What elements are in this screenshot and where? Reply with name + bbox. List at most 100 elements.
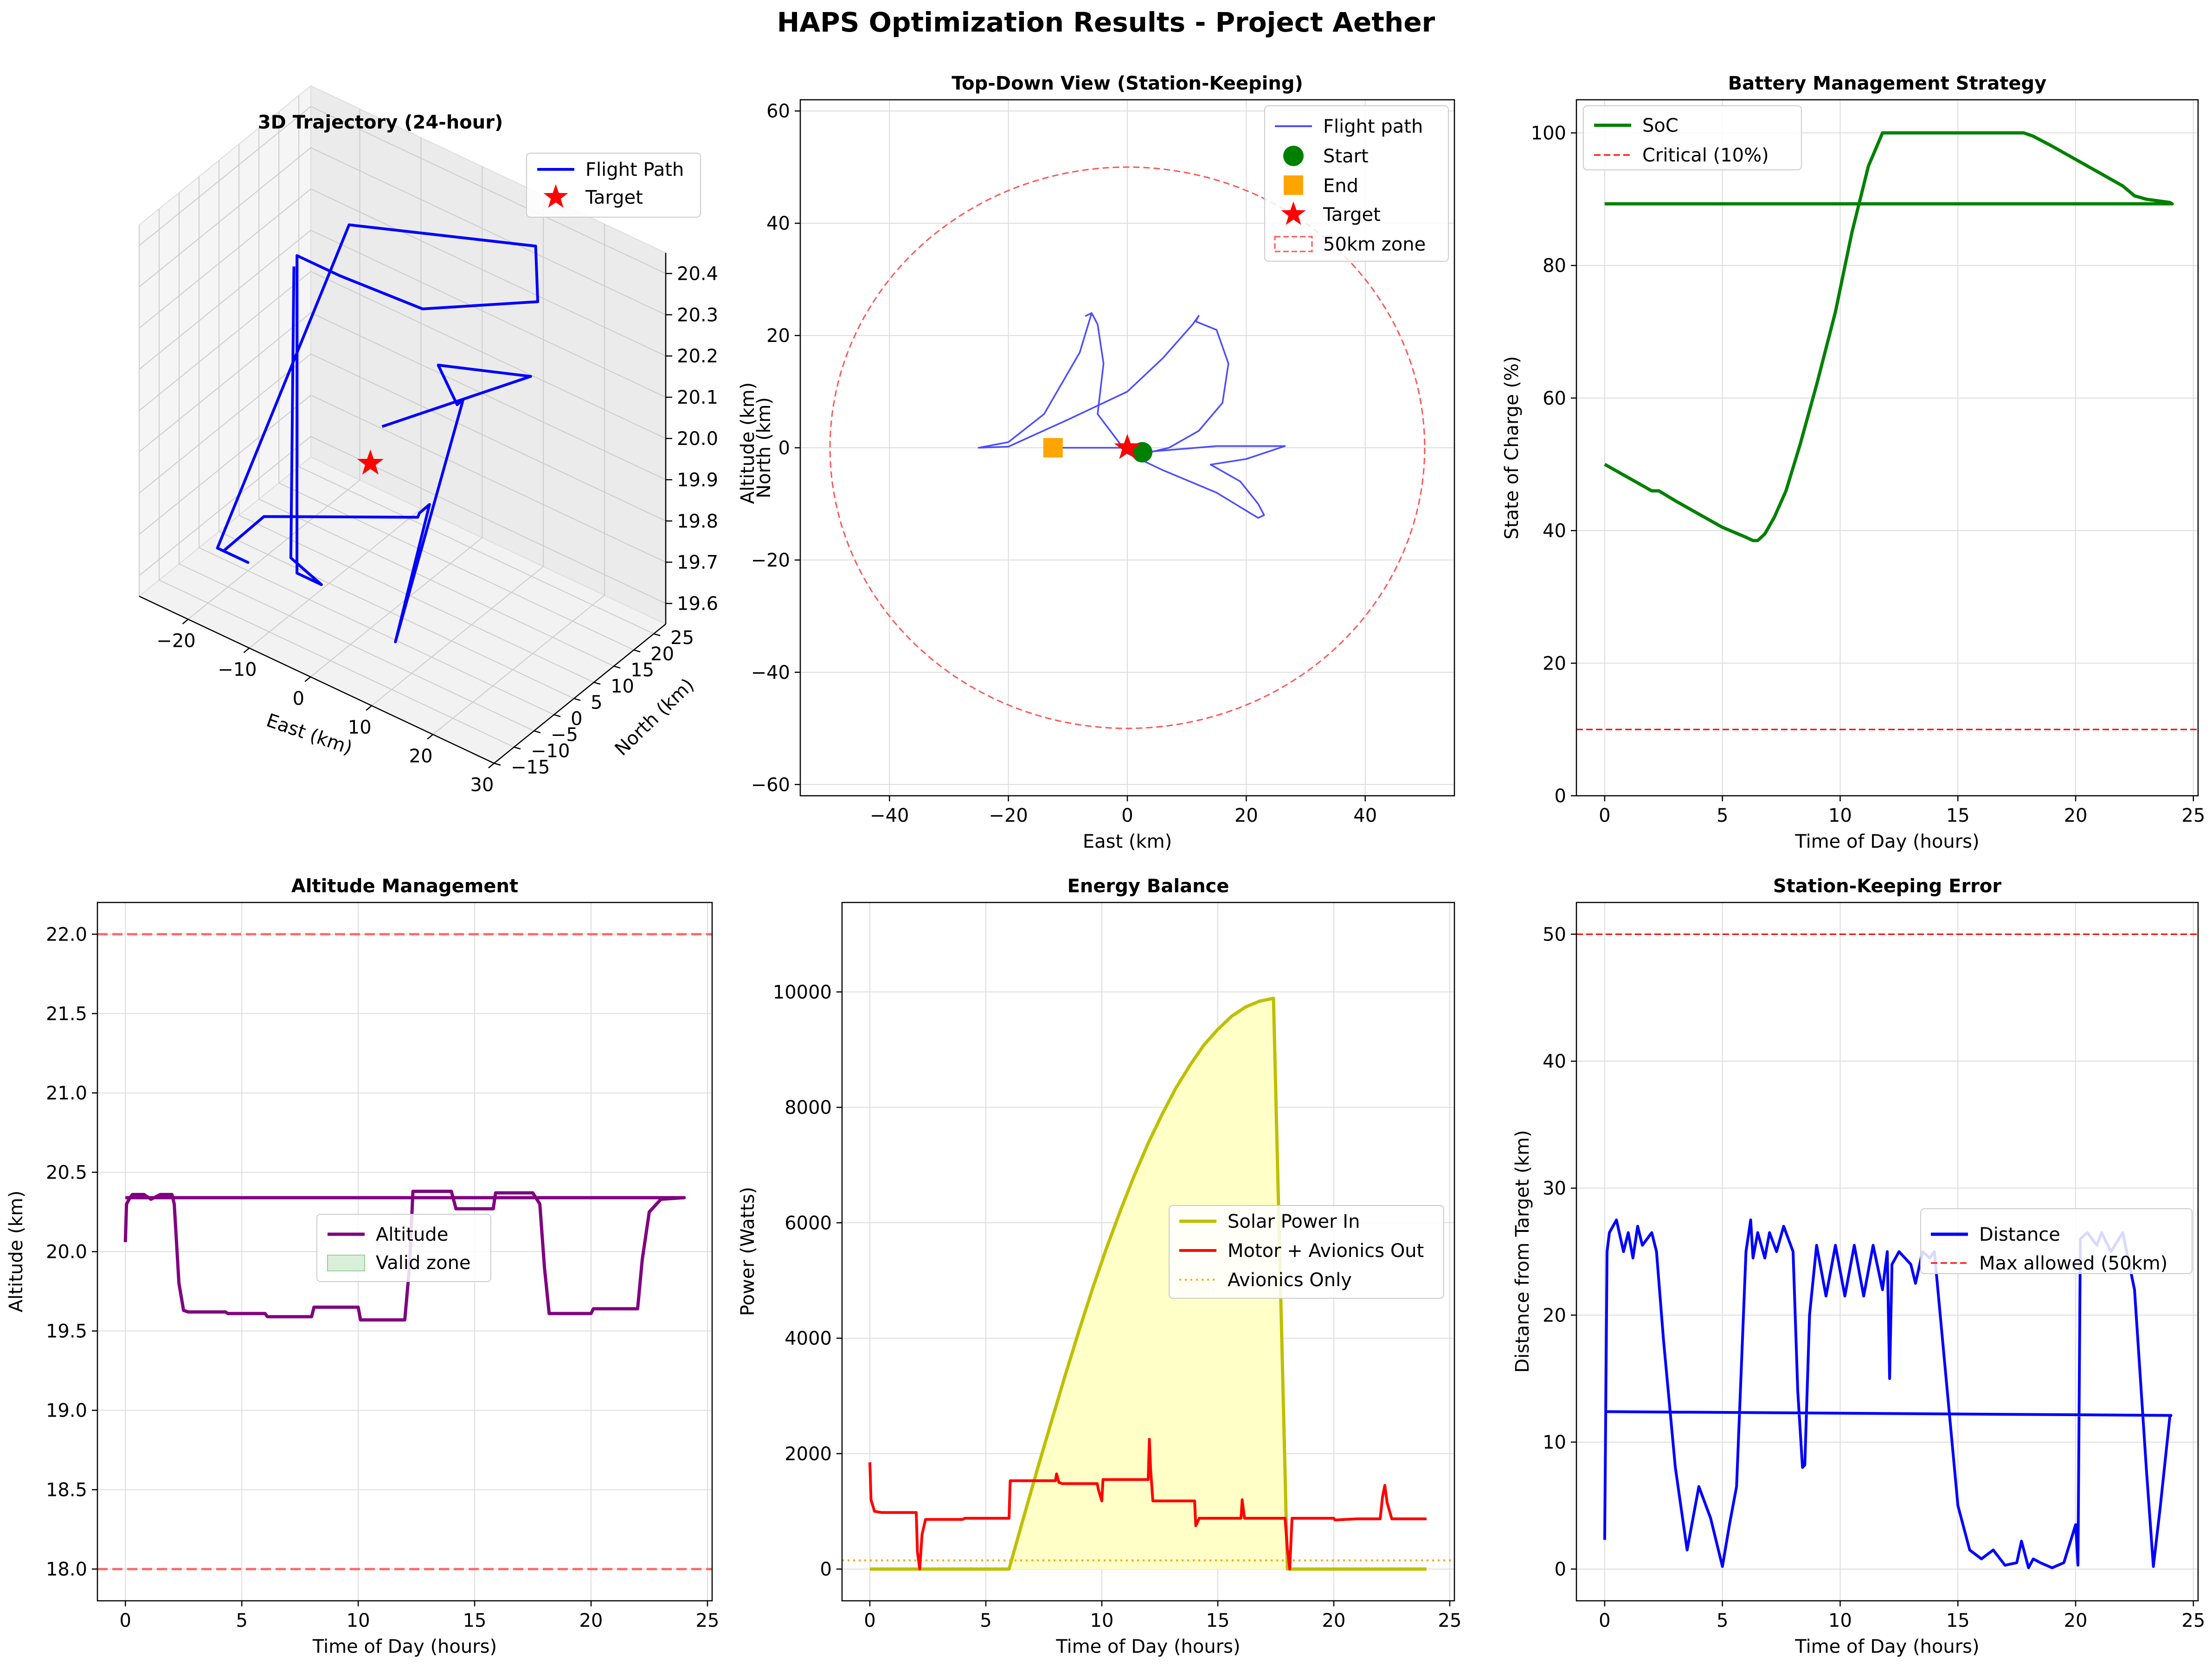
- x-tick-label: 25: [1438, 1610, 1462, 1631]
- y-tick-label: 30: [1543, 1178, 1566, 1199]
- x-tick-label: 5: [980, 1610, 991, 1631]
- y-tick-label: 5: [591, 692, 602, 713]
- y-tick-label: 6000: [784, 1212, 832, 1234]
- x-tick-label: 10: [1828, 1610, 1852, 1631]
- z-tick-label: 19.6: [677, 593, 718, 615]
- distance-line: [1603, 1218, 2173, 1569]
- figure-title: HAPS Optimization Results - Project Aeth…: [777, 6, 1435, 38]
- x-axis-label: East (km): [1083, 831, 1172, 852]
- legend-soc-label: SoC: [1642, 115, 1678, 136]
- y-tick-label: 2000: [784, 1443, 832, 1465]
- grid-line-x: [371, 195, 544, 706]
- z-tick-label: 19.8: [677, 511, 718, 532]
- grid-line-x: [432, 224, 605, 735]
- y-tick-label: 19.0: [46, 1400, 87, 1422]
- x-tick-label: 20: [409, 746, 433, 767]
- x-axis-label: Time of Day (hours): [1794, 831, 1979, 852]
- grid-line-z: [139, 312, 666, 480]
- x-tick-label: −20: [989, 805, 1028, 826]
- x-axis-label: Time of Day (hours): [1055, 1636, 1240, 1657]
- y-tick: [573, 698, 581, 701]
- grid-line-x: [187, 109, 360, 620]
- grid-line-z: [139, 106, 666, 274]
- panel-battery: 0 5 10 15 20 25 0 20 40 60 80 100 Battery Management…: [1501, 73, 2205, 852]
- y-axis-label: North (km): [753, 397, 775, 498]
- x-axis-line: [139, 595, 495, 764]
- soc-line: [1604, 131, 2174, 542]
- axes-frame: [841, 902, 1455, 1602]
- legend-box: [1920, 1208, 2193, 1274]
- grid-line-x: [249, 137, 422, 649]
- grid-line-z: [139, 147, 666, 316]
- grid-line-y: [179, 193, 534, 732]
- grid-line-y: [238, 144, 594, 683]
- x-tick-label: 15: [1206, 1610, 1230, 1631]
- chart-title: Energy Balance: [1067, 876, 1229, 897]
- y-tick-label: 100: [1531, 122, 1566, 144]
- x-tick: [243, 647, 250, 653]
- grid-line-z: [139, 271, 666, 439]
- x-tick: [182, 619, 189, 625]
- motor-line: [868, 1437, 1427, 1571]
- grid-line-z: [139, 229, 666, 398]
- y-tick-label: 21.0: [46, 1083, 87, 1104]
- y-tick-label: 50: [1543, 924, 1566, 945]
- legend-motor-label: Motor + Avionics Out: [1228, 1240, 1424, 1262]
- x-axis-label: Time of Day (hours): [1794, 1636, 1979, 1657]
- y-tick-label: −20: [751, 550, 790, 571]
- x-tick-label: 15: [463, 1610, 487, 1631]
- y-tick-label: −40: [751, 662, 790, 683]
- x-tick-label: 0: [293, 688, 304, 709]
- zone-circle: [829, 166, 1426, 729]
- x-tick-label: 15: [1946, 805, 1970, 826]
- y-tick-label: 20: [766, 325, 790, 347]
- y-tick-label: 60: [766, 101, 790, 122]
- chart-title: Battery Management Strategy: [1728, 73, 2047, 94]
- x-tick: [304, 676, 311, 682]
- axes-frame: [1575, 902, 2199, 1602]
- solar-area: [870, 998, 1427, 1569]
- grid-line-z: [139, 353, 666, 522]
- axes-frame: [96, 902, 713, 1602]
- y-tick-label: 18.0: [46, 1559, 87, 1580]
- z-tick-label: 19.7: [677, 552, 718, 574]
- chart-title: Altitude Management: [291, 876, 518, 897]
- plot-area: [842, 997, 1454, 1571]
- x-tick-label: 10: [348, 717, 372, 738]
- x-axis-label: Time of Day (hours): [312, 1636, 497, 1657]
- legend-end-swatch: [1284, 175, 1303, 195]
- z-tick-label: 19.9: [677, 470, 718, 491]
- legend-start-label: Start: [1323, 146, 1369, 167]
- y-tick-label: −60: [751, 774, 790, 796]
- legend-altitude-label: Altitude: [376, 1224, 448, 1245]
- x-tick-label: 10: [1090, 1610, 1114, 1631]
- x-tick-label: 40: [1353, 805, 1377, 826]
- y-tick-label: 8000: [784, 1097, 832, 1119]
- grid-line-z: [139, 394, 666, 563]
- y-tick-label: 20.5: [46, 1162, 87, 1183]
- y-tick-label: 15: [630, 660, 654, 681]
- y-tick: [534, 730, 541, 734]
- legend-end-label: End: [1323, 175, 1358, 197]
- legend-box: [1169, 1205, 1444, 1299]
- y-tick: [613, 665, 621, 669]
- x-tick-label: 0: [1121, 805, 1133, 826]
- y-tick-label: 4000: [784, 1328, 832, 1349]
- y-tick-label: 0: [778, 438, 790, 459]
- z-tick-label: 20.3: [677, 304, 718, 326]
- y-tick-label: 22.0: [46, 924, 87, 945]
- y-tick-label: 0: [1555, 1559, 1566, 1580]
- x-tick-label: 20: [2064, 805, 2088, 826]
- legend-target-swatch: [543, 184, 568, 208]
- legend-solar-label: Solar Power In: [1228, 1211, 1360, 1232]
- x-tick-label: 20: [1235, 805, 1258, 826]
- y-tick-label: 10: [1543, 1432, 1566, 1453]
- y-tick-label: 20: [650, 644, 674, 665]
- y-tick-label: 21.5: [46, 1003, 87, 1025]
- z-tick-label: 20.0: [677, 428, 718, 450]
- x-tick-label: 5: [1717, 1610, 1728, 1631]
- y-tick-label: 19.5: [46, 1321, 87, 1342]
- legend-target-swatch: [1281, 201, 1306, 225]
- grid-line-y: [199, 176, 554, 715]
- chart-title: Station-Keeping Error: [1773, 876, 2002, 897]
